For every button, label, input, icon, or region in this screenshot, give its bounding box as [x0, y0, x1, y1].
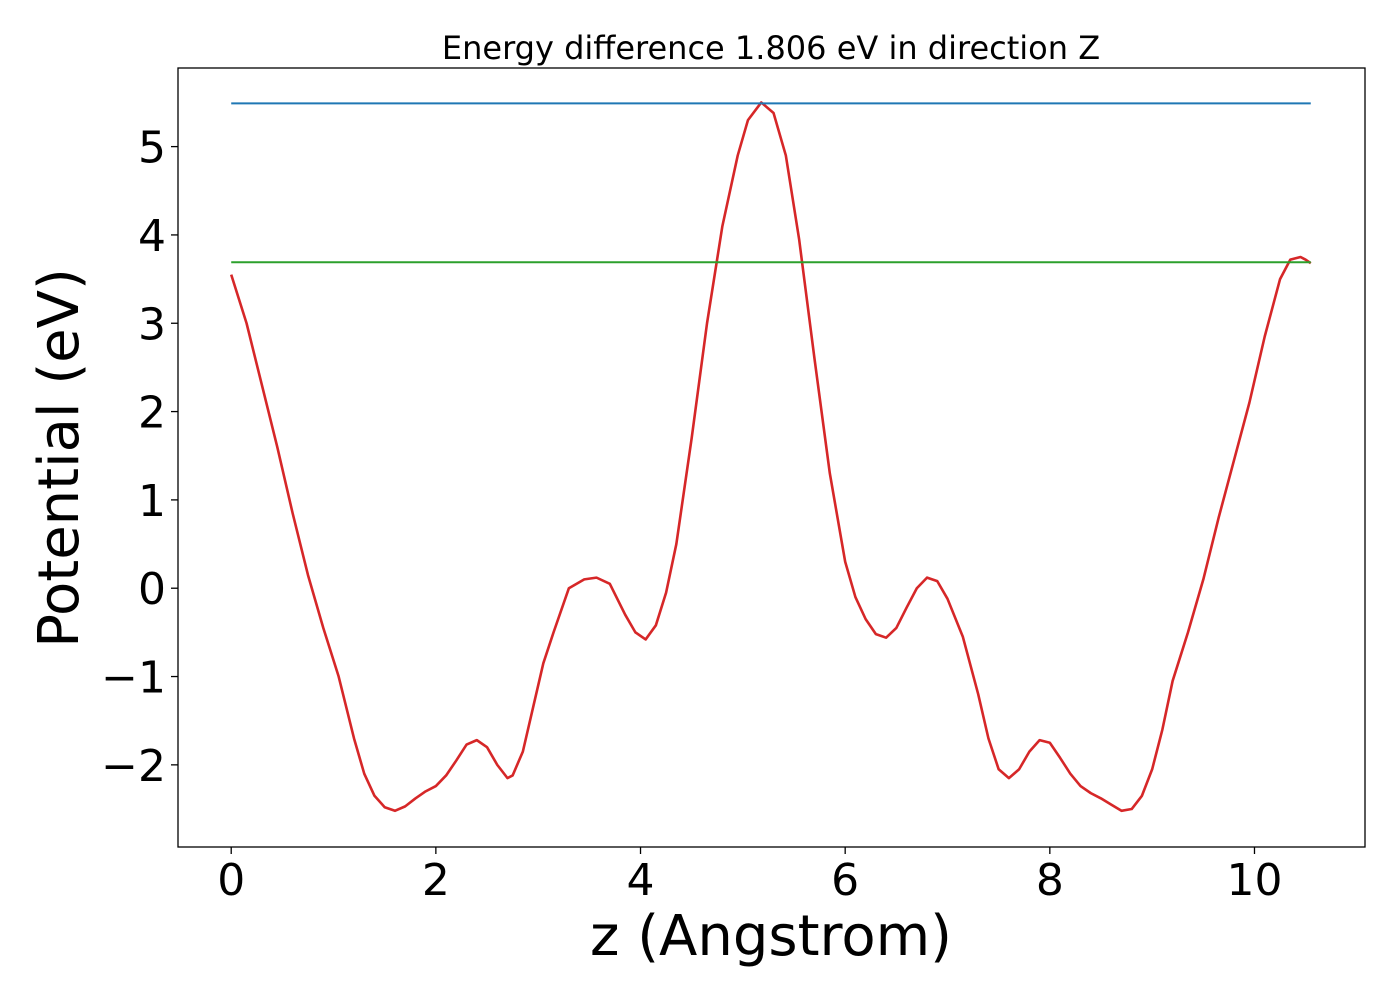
chart-title: Energy difference 1.806 eV in direction …	[442, 29, 1100, 67]
y-tick-label: −2	[101, 741, 166, 792]
plot-area	[229, 101, 1312, 813]
y-tick-label: 5	[138, 123, 166, 174]
x-tick-label: 4	[627, 855, 655, 906]
y-axis: −2 −1 0 1 2 3 4 5	[101, 123, 178, 792]
x-tick-label: 2	[422, 855, 450, 906]
y-tick-label: 3	[138, 299, 166, 350]
x-tick-label: 10	[1226, 855, 1282, 906]
series-line-0	[229, 101, 1312, 813]
y-axis-label: Potential (eV)	[27, 268, 92, 648]
x-tick-label: 8	[1036, 855, 1064, 906]
y-tick-label: 2	[138, 388, 166, 439]
y-tick-label: −1	[101, 653, 166, 704]
x-tick-label: 0	[217, 855, 245, 906]
x-axis: 0 2 4 6 8 10	[217, 847, 1282, 906]
y-tick-label: 4	[138, 211, 166, 262]
x-axis-label: z (Angstrom)	[590, 904, 952, 969]
plot-frame	[177, 67, 1366, 848]
y-tick-label: 1	[138, 476, 166, 527]
y-tick-label: 0	[138, 564, 166, 615]
x-tick-label: 6	[831, 855, 859, 906]
